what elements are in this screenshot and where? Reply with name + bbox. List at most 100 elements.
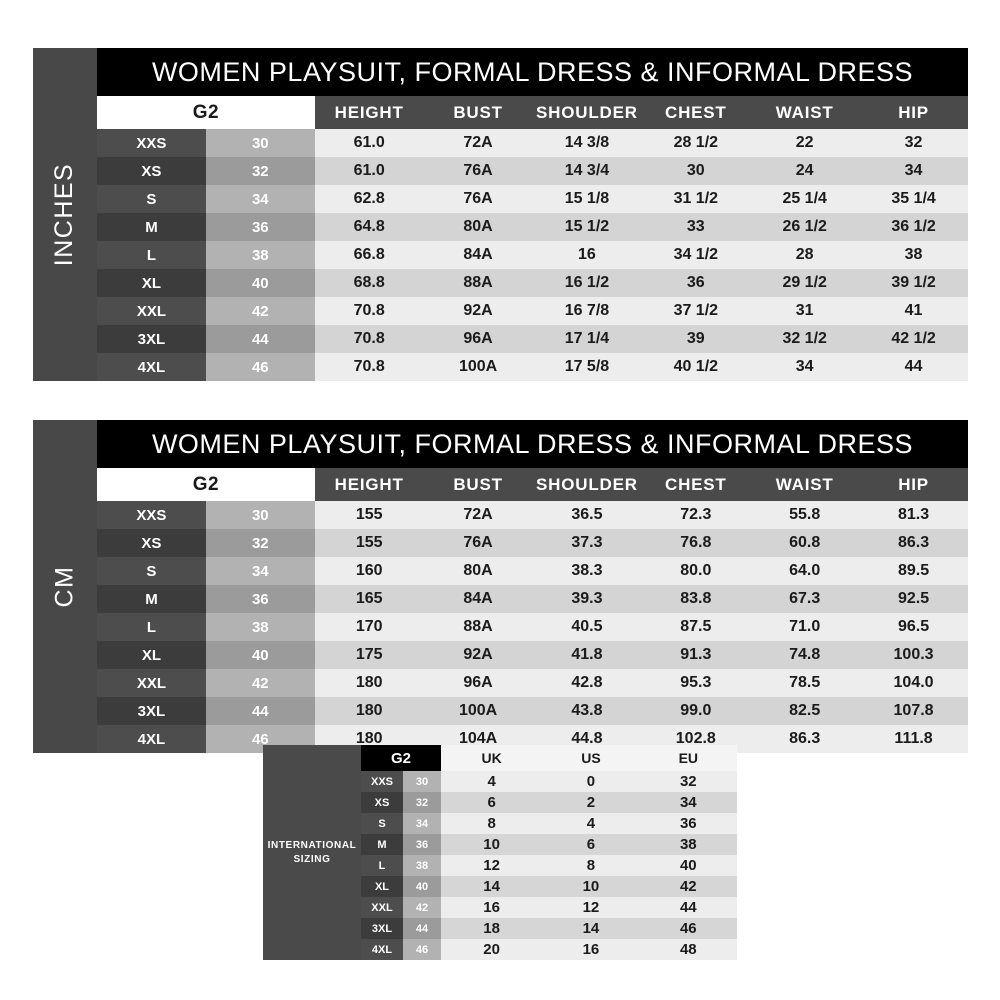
inches-title-bar: WOMEN PLAYSUIT, FORMAL DRESS & INFORMAL … xyxy=(97,48,968,96)
inches-size-label: S xyxy=(97,185,206,213)
inches-header-g2: G2 xyxy=(97,96,315,129)
intl-cell-eu: 44 xyxy=(639,897,737,918)
intl-size-label: M xyxy=(361,834,403,855)
cm-cell-height: 155 xyxy=(314,501,424,529)
cm-header-g2: G2 xyxy=(97,468,315,501)
inches-cell-height: 64.8 xyxy=(314,213,424,241)
inches-cell-hip: 39 1/2 xyxy=(859,269,968,297)
intl-size-label: 3XL xyxy=(361,918,403,939)
inches-g2-number: 44 xyxy=(205,325,315,353)
cm-cell-bust: 72A xyxy=(423,501,533,529)
intl-cell-eu: 40 xyxy=(639,855,737,876)
cm-cell-chest: 91.3 xyxy=(641,641,751,669)
inches-cell-hip: 32 xyxy=(859,129,968,157)
inches-cell-waist: 29 1/2 xyxy=(750,269,860,297)
cm-cell-chest: 72.3 xyxy=(641,501,751,529)
list-item: XS 32 6 2 34 xyxy=(361,792,737,813)
cm-cell-height: 170 xyxy=(314,613,424,641)
cm-g2-number: 38 xyxy=(205,613,315,641)
cm-size-label: XS xyxy=(97,529,206,557)
inches-cell-chest: 34 1/2 xyxy=(641,241,751,269)
inches-g2-number: 36 xyxy=(205,213,315,241)
inches-cell-height: 66.8 xyxy=(314,241,424,269)
intl-cell-us: 2 xyxy=(542,792,640,813)
cm-cell-chest: 80.0 xyxy=(641,557,751,585)
cm-cell-shoulder: 37.3 xyxy=(532,529,642,557)
cm-size-chart: CM WOMEN PLAYSUIT, FORMAL DRESS & INFORM… xyxy=(33,420,968,753)
cm-table-body: G2 HEIGHT BUST SHOULDER CHEST WAIST HIP XXS 30 15… xyxy=(97,468,968,753)
inches-cell-bust: 76A xyxy=(423,157,533,185)
inches-cell-chest: 31 1/2 xyxy=(641,185,751,213)
cm-cell-chest: 99.0 xyxy=(641,697,751,725)
intl-size-label: XXS xyxy=(361,771,403,792)
inches-size-label: L xyxy=(97,241,206,269)
cm-cell-hip: 89.5 xyxy=(859,557,968,585)
cm-cell-chest: 95.3 xyxy=(641,669,751,697)
inches-cell-chest: 40 1/2 xyxy=(641,353,751,381)
inches-cell-height: 68.8 xyxy=(314,269,424,297)
cm-cell-shoulder: 43.8 xyxy=(532,697,642,725)
inches-cell-chest: 28 1/2 xyxy=(641,129,751,157)
intl-cell-uk: 4 xyxy=(441,771,543,792)
table-row: M 36 64.8 80A 15 1/2 33 26 1/2 36 1/2 xyxy=(97,213,968,241)
intl-g2-number: 32 xyxy=(403,792,441,813)
inches-header-shoulder: SHOULDER xyxy=(532,96,642,129)
inches-cell-waist: 34 xyxy=(750,353,860,381)
intl-cell-eu: 46 xyxy=(639,918,737,939)
cm-header-shoulder: SHOULDER xyxy=(532,468,642,501)
cm-cell-chest: 83.8 xyxy=(641,585,751,613)
table-row: XL 40 68.8 88A 16 1/2 36 29 1/2 39 1/2 xyxy=(97,269,968,297)
inches-g2-number: 46 xyxy=(205,353,315,381)
table-row: XXS 30 61.0 72A 14 3/8 28 1/2 22 32 xyxy=(97,129,968,157)
inches-cell-hip: 44 xyxy=(859,353,968,381)
intl-header-g2: G2 xyxy=(361,745,441,771)
inches-cell-bust: 92A xyxy=(423,297,533,325)
cm-title-bar: WOMEN PLAYSUIT, FORMAL DRESS & INFORMAL … xyxy=(97,420,968,468)
inches-cell-hip: 42 1/2 xyxy=(859,325,968,353)
intl-cell-us: 10 xyxy=(542,876,640,897)
cm-size-label: M xyxy=(97,585,206,613)
cm-cell-shoulder: 40.5 xyxy=(532,613,642,641)
intl-cell-us: 8 xyxy=(542,855,640,876)
intl-header-row: G2 UK US EU xyxy=(361,745,737,771)
cm-cell-hip: 81.3 xyxy=(859,501,968,529)
inches-g2-number: 30 xyxy=(205,129,315,157)
cm-cell-hip: 111.8 xyxy=(859,725,968,753)
inches-cell-waist: 25 1/4 xyxy=(750,185,860,213)
cm-g2-number: 36 xyxy=(205,585,315,613)
cm-chart-body: WOMEN PLAYSUIT, FORMAL DRESS & INFORMAL … xyxy=(97,420,968,753)
cm-size-label: 4XL xyxy=(97,725,206,753)
cm-cell-shoulder: 41.8 xyxy=(532,641,642,669)
intl-size-label: XXL xyxy=(361,897,403,918)
intl-cell-eu: 48 xyxy=(639,939,737,960)
intl-cell-uk: 6 xyxy=(441,792,543,813)
cm-table: G2 HEIGHT BUST SHOULDER CHEST WAIST HIP XXS 30 15… xyxy=(97,468,968,753)
cm-cell-waist: 78.5 xyxy=(750,669,860,697)
inches-cell-hip: 36 1/2 xyxy=(859,213,968,241)
inches-cell-height: 62.8 xyxy=(314,185,424,213)
table-row: 3XL 44 180 100A 43.8 99.0 82.5 107.8 xyxy=(97,697,968,725)
cm-cell-bust: 84A xyxy=(423,585,533,613)
cm-cell-height: 180 xyxy=(314,669,424,697)
cm-cell-waist: 55.8 xyxy=(750,501,860,529)
cm-header-chest: CHEST xyxy=(641,468,751,501)
cm-g2-number: 44 xyxy=(205,697,315,725)
inches-unit-label: INCHES xyxy=(50,162,79,267)
intl-cell-eu: 42 xyxy=(639,876,737,897)
intl-g2-number: 34 xyxy=(403,813,441,834)
inches-cell-chest: 30 xyxy=(641,157,751,185)
inches-cell-shoulder: 16 xyxy=(532,241,642,269)
table-row: L 38 66.8 84A 16 34 1/2 28 38 xyxy=(97,241,968,269)
cm-header-row: G2 HEIGHT BUST SHOULDER CHEST WAIST HIP xyxy=(97,468,968,501)
cm-g2-number: 42 xyxy=(205,669,315,697)
inches-cell-shoulder: 16 1/2 xyxy=(532,269,642,297)
table-row: XL 40 175 92A 41.8 91.3 74.8 100.3 xyxy=(97,641,968,669)
intl-cell-us: 6 xyxy=(542,834,640,855)
cm-unit-strip: CM xyxy=(33,420,97,753)
intl-cell-uk: 12 xyxy=(441,855,543,876)
cm-cell-hip: 96.5 xyxy=(859,613,968,641)
cm-g2-number: 34 xyxy=(205,557,315,585)
inches-table: G2 HEIGHT BUST SHOULDER CHEST WAIST HIP XXS 30 61… xyxy=(97,96,968,381)
inches-cell-shoulder: 16 7/8 xyxy=(532,297,642,325)
intl-cell-eu: 32 xyxy=(639,771,737,792)
